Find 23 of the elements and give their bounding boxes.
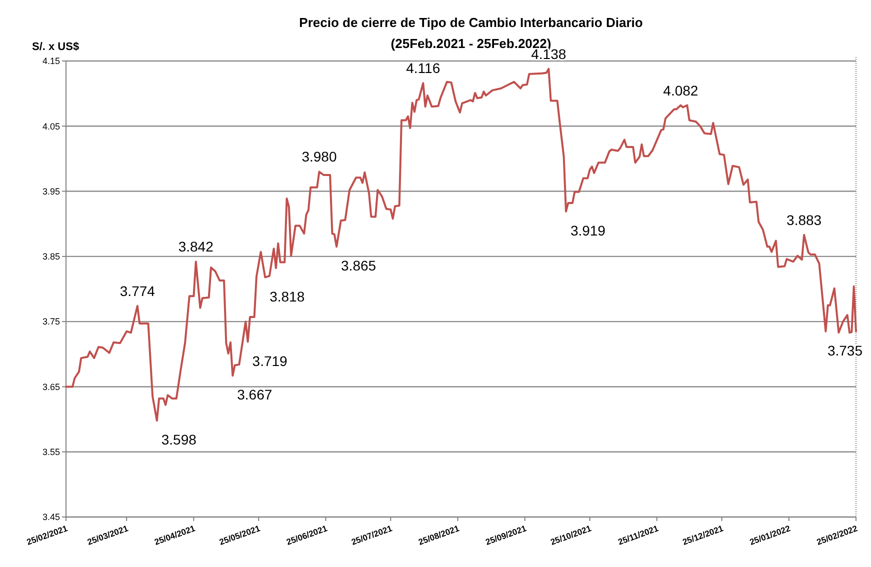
y-tick-label: 3.55	[42, 447, 60, 458]
y-tick-label: 3.75	[42, 316, 60, 327]
annotation: 3.919	[570, 222, 606, 238]
annotation: 4.116	[406, 60, 440, 76]
y-tick-label: 3.95	[42, 186, 60, 196]
annotation: 3.818	[270, 288, 305, 304]
y-tick-label: 4.05	[42, 121, 60, 132]
y-tick-label: 3.45	[42, 512, 60, 522]
y-tick-label: 3.85	[42, 252, 60, 262]
annotation: 4.082	[663, 82, 698, 98]
annotation: 3.842	[178, 238, 214, 255]
annotation: 3.980	[302, 148, 337, 165]
y-axis-title: S/. x US$	[32, 41, 80, 53]
annotation: 3.719	[252, 352, 288, 369]
y-tick-label: 3.65	[42, 382, 60, 392]
annotation: 3.883	[786, 212, 822, 228]
y-tick-label: 4.15	[42, 56, 60, 66]
annotation: 3.598	[161, 432, 197, 448]
annotation: 3.865	[341, 258, 376, 274]
chart-title: Precio de cierre de Tipo de Cambio Interbancario Diario	[299, 15, 643, 30]
annotation: 3.774	[120, 282, 156, 299]
annotation: 3.735	[827, 342, 863, 358]
annotation: 3.667	[237, 386, 272, 403]
